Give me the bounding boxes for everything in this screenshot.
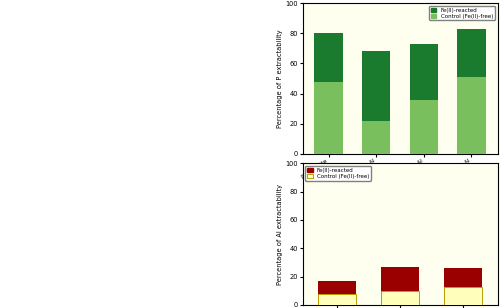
- Bar: [444, 268, 482, 305]
- Y-axis label: Percentage of P extractability: Percentage of P extractability: [277, 29, 283, 128]
- Bar: [410, 100, 438, 154]
- Bar: [410, 44, 438, 154]
- Bar: [314, 33, 343, 154]
- Bar: [444, 286, 482, 305]
- Bar: [362, 121, 390, 154]
- Legend: Fe(II)-reacted, Control (Fe(II)-free): Fe(II)-reacted, Control (Fe(II)-free): [306, 166, 371, 180]
- Bar: [381, 291, 419, 305]
- Bar: [457, 29, 486, 154]
- Bar: [457, 77, 486, 154]
- Y-axis label: Percentage of Al extractability: Percentage of Al extractability: [277, 184, 283, 285]
- Bar: [381, 267, 419, 305]
- Bar: [362, 51, 390, 154]
- Bar: [318, 294, 356, 305]
- Bar: [318, 281, 356, 305]
- Bar: [314, 82, 343, 154]
- Legend: Fe(II)-reacted, Control (Fe(II)-free): Fe(II)-reacted, Control (Fe(II)-free): [429, 6, 494, 20]
